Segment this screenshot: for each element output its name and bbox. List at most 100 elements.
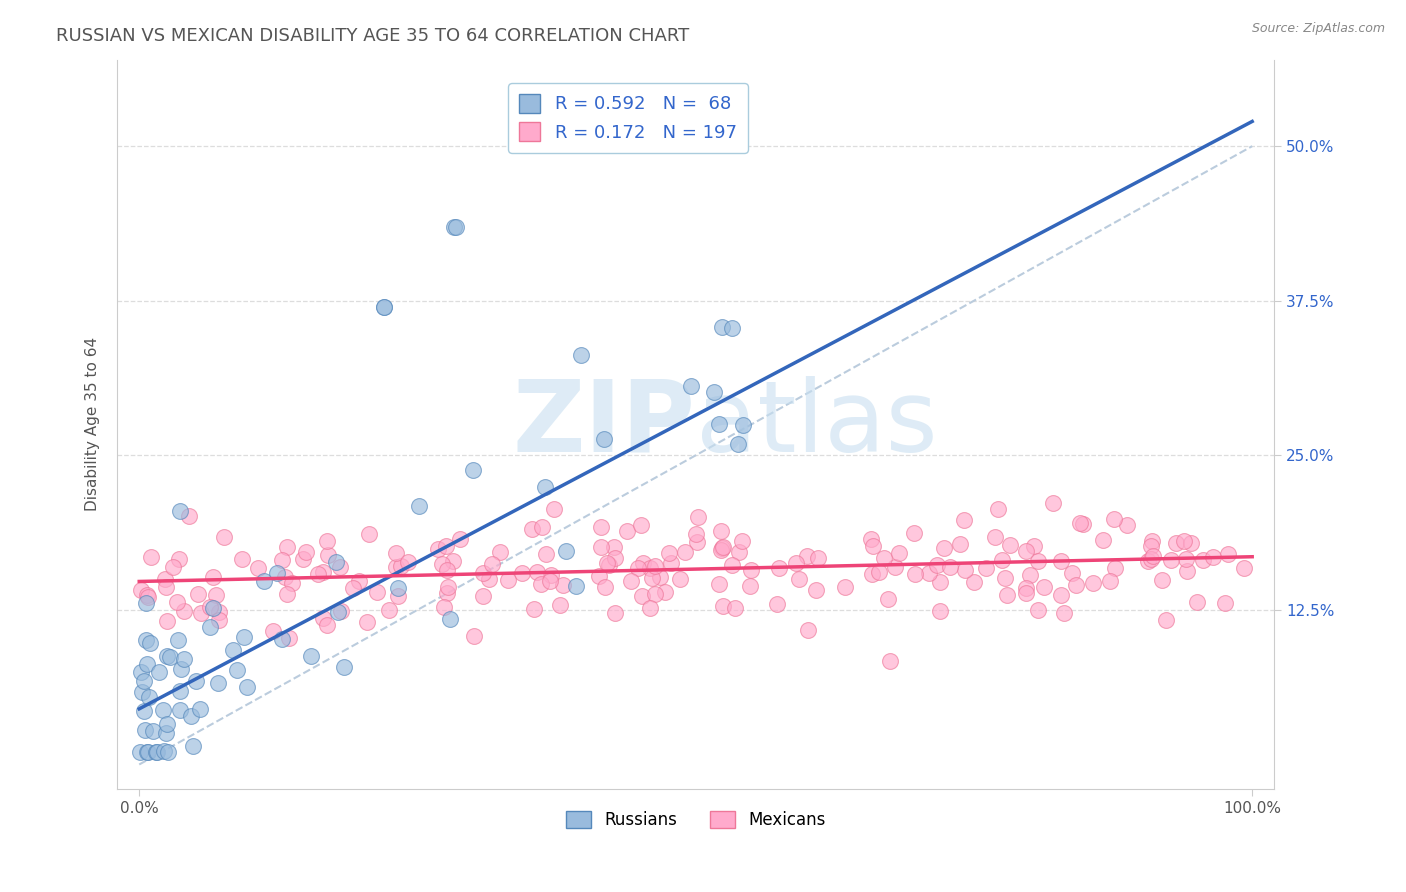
Point: [156, 648, 179, 663]
Point: [294, 545, 316, 559]
Point: [136, 745, 159, 759]
Point: [785, 556, 807, 570]
Point: [326, 605, 349, 619]
Point: [859, 533, 882, 547]
Point: [181, 739, 204, 754]
Point: [436, 585, 458, 599]
Point: [1160, 553, 1182, 567]
Point: [796, 549, 818, 563]
Point: [685, 527, 707, 541]
Point: [134, 673, 156, 688]
Point: [675, 545, 697, 559]
Point: [711, 541, 734, 555]
Point: [356, 615, 378, 629]
Point: [278, 631, 301, 645]
Point: [1099, 574, 1122, 589]
Point: [266, 566, 288, 581]
Point: [593, 580, 616, 594]
Point: [703, 384, 725, 399]
Point: [540, 568, 562, 582]
Point: [934, 541, 956, 556]
Point: [131, 685, 153, 699]
Point: [710, 543, 733, 558]
Point: [553, 578, 575, 592]
Point: [918, 566, 941, 580]
Point: [274, 570, 297, 584]
Point: [630, 517, 652, 532]
Point: [496, 573, 519, 587]
Point: [1081, 576, 1104, 591]
Point: [620, 574, 643, 588]
Point: [804, 583, 827, 598]
Point: [207, 613, 229, 627]
Point: [710, 524, 733, 538]
Point: [596, 556, 619, 570]
Point: [148, 665, 170, 680]
Point: [686, 535, 709, 549]
Point: [138, 690, 160, 705]
Point: [162, 560, 184, 574]
Point: [205, 588, 228, 602]
Point: [1069, 516, 1091, 530]
Point: [710, 541, 733, 555]
Point: [1015, 581, 1038, 595]
Point: [603, 540, 626, 554]
Point: [565, 579, 588, 593]
Point: [1042, 496, 1064, 510]
Point: [659, 556, 682, 570]
Point: [384, 560, 406, 574]
Point: [135, 657, 157, 671]
Point: [1142, 549, 1164, 563]
Point: [530, 520, 553, 534]
Point: [593, 432, 616, 446]
Point: [129, 665, 152, 680]
Point: [1137, 554, 1160, 568]
Text: Source: ZipAtlas.com: Source: ZipAtlas.com: [1251, 22, 1385, 36]
Point: [868, 565, 890, 579]
Point: [138, 591, 160, 605]
Point: [132, 704, 155, 718]
Point: [173, 652, 195, 666]
Point: [136, 588, 159, 602]
Point: [357, 526, 380, 541]
Point: [1140, 552, 1163, 566]
Point: [299, 648, 322, 663]
Point: [1185, 594, 1208, 608]
Point: [963, 574, 986, 589]
Point: [1064, 578, 1087, 592]
Point: [446, 219, 468, 234]
Point: [198, 620, 221, 634]
Point: [226, 663, 249, 677]
Point: [173, 605, 195, 619]
Point: [523, 602, 546, 616]
Point: [169, 683, 191, 698]
Point: [1104, 561, 1126, 575]
Point: [384, 546, 406, 560]
Point: [1022, 540, 1045, 554]
Point: [1019, 568, 1042, 582]
Point: [443, 219, 465, 234]
Point: [169, 504, 191, 518]
Point: [638, 601, 661, 615]
Point: [166, 633, 188, 648]
Point: [1213, 596, 1236, 610]
Point: [222, 643, 245, 657]
Point: [707, 417, 730, 432]
Point: [787, 573, 810, 587]
Point: [373, 300, 395, 314]
Point: [1050, 588, 1073, 602]
Point: [329, 559, 352, 574]
Point: [644, 587, 666, 601]
Point: [631, 556, 654, 570]
Point: [654, 585, 676, 599]
Point: [1175, 552, 1198, 566]
Point: [889, 546, 911, 560]
Point: [316, 617, 339, 632]
Point: [1140, 533, 1163, 548]
Point: [188, 702, 211, 716]
Point: [536, 547, 558, 561]
Point: [430, 557, 453, 571]
Point: [311, 566, 333, 580]
Point: [436, 539, 458, 553]
Point: [627, 561, 650, 575]
